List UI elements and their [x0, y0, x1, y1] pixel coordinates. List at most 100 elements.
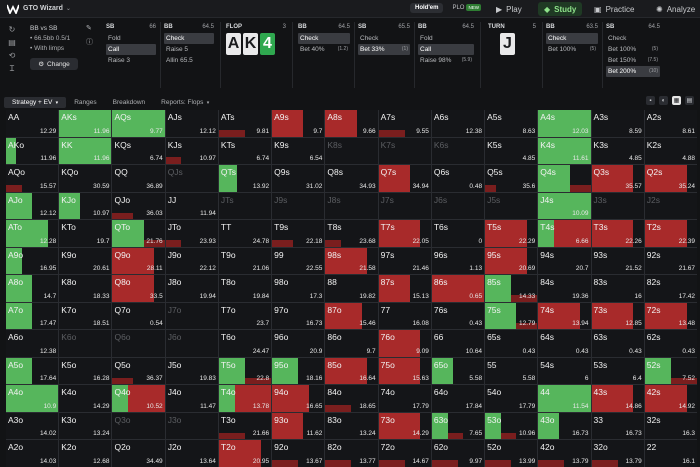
hand-cell[interactable]: AJo 12.12: [6, 192, 59, 220]
hand-cell[interactable]: AQo 15.57: [6, 165, 59, 192]
hand-cell[interactable]: 63o 7.65: [431, 412, 485, 440]
hand-cell[interactable]: 33 16.73: [591, 412, 644, 440]
hand-cell[interactable]: 97s 21.46: [378, 247, 431, 275]
action-check[interactable]: Check: [298, 33, 350, 44]
hand-cell[interactable]: J8o 19.94: [165, 275, 218, 302]
chevron-down-icon[interactable]: ⌄: [65, 6, 71, 12]
hand-cell[interactable]: JJ 11.94: [165, 192, 218, 220]
hand-cell[interactable]: 82o 13.77: [325, 440, 378, 467]
hand-cell[interactable]: 93s 21.52: [591, 247, 644, 275]
hand-cell[interactable]: T6s 0: [431, 220, 485, 247]
hand-cell[interactable]: TT 24.78: [218, 220, 272, 247]
chart-view-icon[interactable]: ◐: [659, 96, 668, 105]
hand-cell[interactable]: 62o 9.97: [431, 440, 485, 467]
hand-cell[interactable]: 53s 6.4: [591, 357, 644, 385]
hand-cell[interactable]: T8o 19.84: [218, 275, 272, 302]
refresh-icon[interactable]: ↻: [8, 25, 16, 34]
action-raise[interactable]: Raise 98% (5.9): [418, 55, 474, 66]
hand-cell[interactable]: J5s: [485, 192, 538, 220]
hand-cell[interactable]: 43o 16.73: [538, 412, 591, 440]
hand-cell[interactable]: 99 22.55: [272, 247, 325, 275]
action-fold[interactable]: Fold: [418, 33, 474, 44]
edit-icon[interactable]: ✎: [86, 25, 92, 32]
hand-cell[interactable]: J3o: [165, 412, 218, 440]
hand-cell[interactable]: K4s 11.61: [538, 137, 591, 165]
hand-cell[interactable]: Q4o 10.52: [112, 385, 165, 412]
hand-cell[interactable]: KJo 10.97: [59, 192, 112, 220]
hand-cell[interactable]: 62s 0.43: [644, 330, 697, 357]
hand-cell[interactable]: A8s 9.66: [325, 110, 378, 137]
hand-cell[interactable]: QJs: [165, 165, 218, 192]
action-check[interactable]: Check: [164, 33, 214, 44]
hand-cell[interactable]: Q8o 33.5: [112, 275, 165, 302]
hand-cell[interactable]: Q5s 35.6: [485, 165, 538, 192]
hand-cell[interactable]: 42o 13.79: [538, 440, 591, 467]
hand-cell[interactable]: T8s 23.68: [325, 220, 378, 247]
gto-wizard-logo-icon[interactable]: [7, 3, 19, 15]
hand-cell[interactable]: 75o 15.63: [378, 357, 431, 385]
hand-cell[interactable]: 73o 14.29: [378, 412, 431, 440]
hand-cell[interactable]: J4s 10.09: [538, 192, 591, 220]
grid-view-icon[interactable]: ▪: [646, 96, 655, 105]
hand-cell[interactable]: KK 11.96: [59, 137, 112, 165]
action-check[interactable]: Check: [358, 33, 410, 44]
action-call[interactable]: Call: [106, 44, 156, 55]
hand-cell[interactable]: QQ 36.89: [112, 165, 165, 192]
hand-cell[interactable]: 77 16.08: [378, 302, 431, 330]
hand-cell[interactable]: JTo 23.93: [165, 220, 218, 247]
tab-breakdown[interactable]: Breakdown: [112, 98, 146, 106]
nav-play[interactable]: ▶ Play: [496, 0, 522, 18]
hand-cell[interactable]: T3s 22.26: [591, 220, 644, 247]
hand-cell[interactable]: A3o 14.02: [6, 412, 59, 440]
hand-cell[interactable]: 93o 11.62: [272, 412, 325, 440]
hand-cell[interactable]: QTs 13.92: [218, 165, 272, 192]
hand-cell[interactable]: A5o 17.64: [6, 357, 59, 385]
hand-cell[interactable]: 82s 17.42: [644, 275, 697, 302]
hand-cell[interactable]: KJs 10.97: [165, 137, 218, 165]
hand-cell[interactable]: J4o 11.47: [165, 385, 218, 412]
hand-cell[interactable]: Q3o: [112, 412, 165, 440]
hand-cell[interactable]: A4s 12.03: [538, 110, 591, 137]
hand-cell[interactable]: J3s: [591, 192, 644, 220]
hand-cell[interactable]: A8o 14.7: [6, 275, 59, 302]
hand-cell[interactable]: A9s 9.7: [272, 110, 325, 137]
hand-cell[interactable]: 97o 16.73: [272, 302, 325, 330]
history-icon[interactable]: ⟲: [8, 51, 16, 60]
hand-cell[interactable]: T2o 20.95: [218, 440, 272, 467]
hand-cell[interactable]: AKs 11.96: [59, 110, 112, 137]
action-fold[interactable]: Fold: [106, 33, 156, 44]
hand-cell[interactable]: 85s 14.33: [485, 275, 538, 302]
hand-cell[interactable]: J7s: [378, 192, 431, 220]
mode-plo[interactable]: PLO NEW: [447, 3, 486, 13]
hand-cell[interactable]: Q9s 31.02: [272, 165, 325, 192]
hand-cell[interactable]: T7o 23.7: [218, 302, 272, 330]
action-bet[interactable]: Bet 200% (10): [606, 66, 660, 77]
action-raise[interactable]: Raise 5: [164, 44, 214, 55]
action-bet[interactable]: Bet 100% (5): [606, 44, 660, 55]
hand-cell[interactable]: J7o: [165, 302, 218, 330]
hand-cell[interactable]: 65o 5.58: [431, 357, 485, 385]
settings-view-icon[interactable]: ▤: [685, 96, 694, 105]
hand-cell[interactable]: 98s 21.58: [325, 247, 378, 275]
hand-cell[interactable]: J2o 13.64: [165, 440, 218, 467]
hand-cell[interactable]: AA 12.29: [6, 110, 59, 137]
hand-cell[interactable]: 86o 9.7: [325, 330, 378, 357]
hand-cell[interactable]: 53o 10.96: [485, 412, 538, 440]
hand-cell[interactable]: T5s 22.29: [485, 220, 538, 247]
hand-cell[interactable]: T9s 22.18: [272, 220, 325, 247]
hand-cell[interactable]: 86s 0.65: [431, 275, 485, 302]
hand-cell[interactable]: 87o 15.46: [325, 302, 378, 330]
app-title[interactable]: GTO Wizard: [23, 5, 63, 12]
mode-holdem[interactable]: Hold'em: [410, 3, 444, 13]
hand-cell[interactable]: 63s 0.43: [591, 330, 644, 357]
hand-cell[interactable]: 94s 20.7: [538, 247, 591, 275]
hand-cell[interactable]: 64s 0.43: [538, 330, 591, 357]
hand-cell[interactable]: JTs: [218, 192, 272, 220]
hand-cell[interactable]: 98o 17.3: [272, 275, 325, 302]
hand-cell[interactable]: KTs 6.74: [218, 137, 272, 165]
hand-cell[interactable]: 92o 13.67: [272, 440, 325, 467]
change-button[interactable]: ⚙ Change: [30, 58, 78, 70]
hand-cell[interactable]: Q3s 35.57: [591, 165, 644, 192]
hand-cell[interactable]: 96o 20.9: [272, 330, 325, 357]
hand-cell[interactable]: QTo 21.76: [112, 220, 165, 247]
